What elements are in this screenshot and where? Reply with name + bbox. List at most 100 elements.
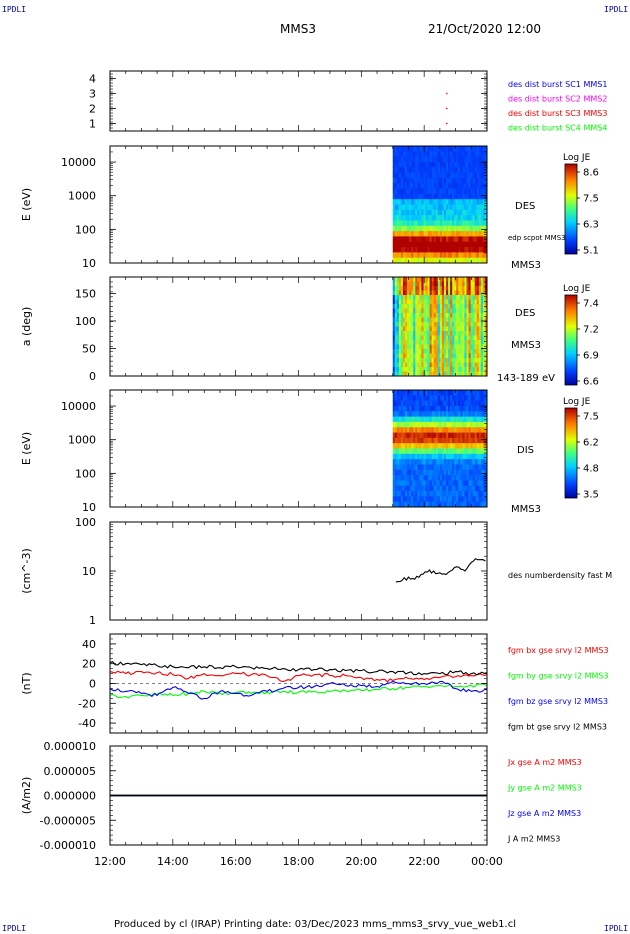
des-pitch-cell	[405, 295, 408, 300]
dis-energy-cell	[480, 427, 484, 433]
dis-energy-cell	[427, 496, 431, 503]
des-energy-cell	[431, 183, 435, 189]
des-pitch-cell	[417, 317, 420, 323]
des-energy-cell	[470, 172, 474, 179]
dis-energy-cell	[400, 496, 404, 503]
des-energy-cell	[470, 209, 474, 216]
des-pitch-cell	[466, 304, 469, 309]
dis-energy-cell	[431, 469, 435, 476]
des-pitch-cell	[446, 295, 449, 300]
des-energy-cell	[478, 247, 482, 253]
des-energy-cell	[456, 167, 459, 173]
des-pitch-cell	[421, 326, 424, 332]
des-pitch-cell	[411, 349, 414, 354]
des-pitch-cell	[417, 340, 420, 345]
des-energy-cell	[400, 199, 404, 205]
des-energy-cell	[470, 146, 474, 152]
des-energy-cell	[398, 167, 402, 173]
des-energy-cell	[441, 252, 445, 259]
des-pitch-cell	[417, 367, 420, 372]
des-pitch-cell	[423, 322, 426, 327]
des-pitch-cell	[478, 362, 482, 368]
des-pitch-cell	[417, 326, 420, 332]
des-pitch-cell	[431, 340, 435, 345]
dis-energy-cell	[464, 421, 467, 428]
dis-energy-cell	[409, 427, 412, 433]
des-pitch-cell	[448, 308, 451, 314]
dis-energy-cell	[443, 437, 447, 444]
des-energy-cell	[433, 161, 437, 168]
des-pitch-cell	[425, 358, 428, 363]
dis-energy-cell	[454, 475, 457, 481]
des-pitch-cell	[470, 371, 474, 377]
des-pitch-cell	[456, 277, 459, 282]
des-pitch-cell	[460, 277, 463, 282]
dis-energy-cell	[421, 427, 424, 433]
des-energy-cell	[433, 177, 437, 184]
dis-energy-cell	[474, 453, 478, 460]
des-pitch-cell	[460, 340, 463, 345]
des-pitch-cell	[407, 340, 410, 345]
dis-energy-cell	[464, 480, 467, 487]
dis-energy-cell	[396, 432, 400, 439]
dis-energy-cell	[429, 464, 433, 471]
dis-energy-cell	[478, 427, 482, 433]
dis-energy-cell	[450, 421, 453, 428]
dis-energy-cell	[415, 475, 418, 481]
des-pitch-cell	[433, 308, 437, 314]
des-energy-cell	[394, 167, 398, 173]
des-pitch-cell	[439, 349, 443, 354]
des-energy-cell	[437, 215, 441, 221]
des-energy-cell	[478, 146, 482, 152]
des-pitch-cell	[423, 358, 426, 363]
des-pitch-cell	[466, 286, 469, 291]
dis-energy-cell	[452, 411, 455, 417]
des-energy-cell	[470, 236, 474, 243]
dis-energy-cell	[398, 480, 402, 487]
des-pitch-cell	[407, 358, 410, 363]
des-energy-cell	[437, 209, 441, 216]
des-pitch-cell	[398, 295, 402, 300]
des-energy-cell	[482, 225, 486, 232]
des-pitch-cell	[398, 286, 402, 291]
dis-energy-cell	[460, 416, 463, 423]
des-energy-cell	[394, 146, 398, 152]
dis-energy-cell	[441, 464, 445, 471]
des-energy-cell	[415, 225, 418, 232]
dis-energy-cell	[452, 427, 455, 433]
des-pitch-cell	[482, 335, 486, 341]
des-energy-cell	[462, 183, 465, 189]
des-energy-cell	[474, 231, 478, 237]
dis-energy-cell	[482, 469, 486, 476]
des-energy-cell	[468, 156, 472, 163]
des-energy-cell	[480, 167, 484, 173]
dis-energy-cell	[398, 432, 402, 439]
des-pitch-cell	[411, 340, 414, 345]
des-energy-cell	[413, 193, 416, 200]
dis-energy-cell	[431, 501, 435, 508]
des-pitch-cell	[466, 331, 469, 336]
des-pitch-cell	[392, 277, 396, 282]
dis-energy-cell	[437, 464, 441, 471]
des-energy-cell	[437, 188, 441, 195]
des-pitch-cell	[476, 367, 480, 372]
des-pitch-cell	[480, 353, 484, 359]
des-pitch-cell	[454, 322, 457, 327]
des-energy-cell	[446, 193, 449, 200]
des-energy-cell	[421, 183, 424, 189]
des-pitch-cell	[478, 358, 482, 363]
dis-energy-cell	[398, 427, 402, 433]
des-energy-cell	[413, 199, 416, 205]
des-energy-cell	[464, 215, 467, 221]
des-pitch-cell	[415, 371, 418, 377]
des-energy-cell	[435, 183, 439, 189]
dis-energy-cell	[392, 480, 396, 487]
des-pitch-cell	[474, 353, 478, 359]
des-energy-cell	[470, 151, 474, 158]
des-energy-cell	[466, 204, 469, 211]
des-pitch-cell	[476, 299, 480, 305]
des-energy-cell	[423, 209, 426, 216]
des-energy-cell	[423, 199, 426, 205]
dis-energy-cell	[482, 475, 486, 481]
dis-energy-cell	[407, 421, 410, 428]
